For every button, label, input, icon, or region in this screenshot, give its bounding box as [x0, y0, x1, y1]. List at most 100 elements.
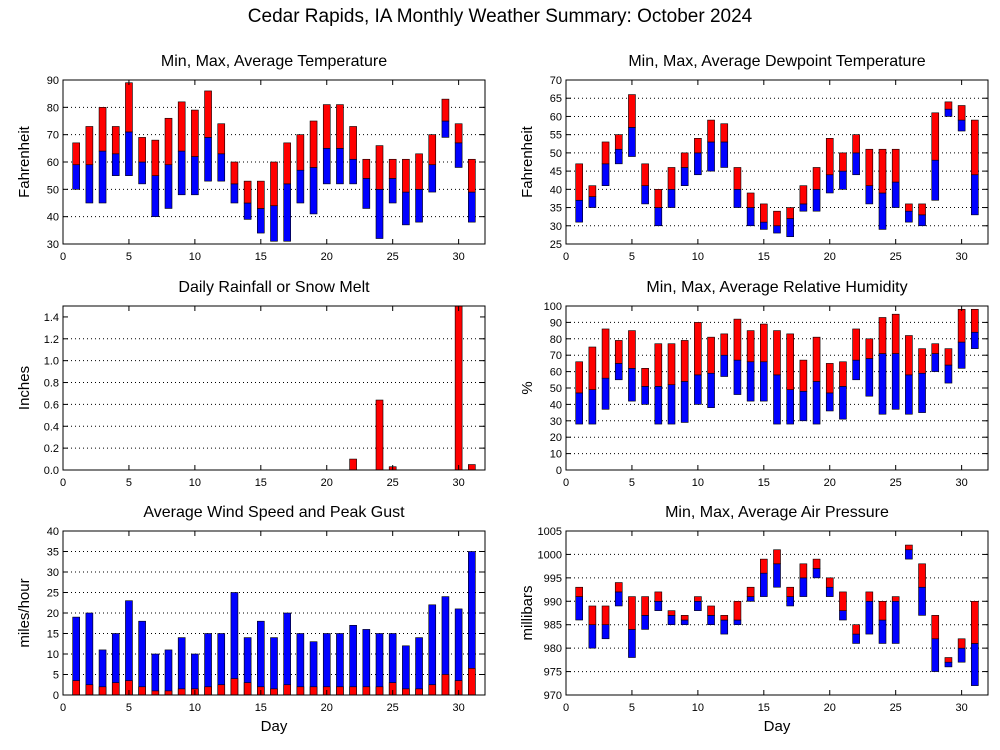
x-tick-label: 5 [629, 702, 635, 714]
bar-low-segment [588, 196, 597, 208]
wind-speed-bar [177, 688, 186, 696]
x-tick-label: 0 [563, 251, 569, 263]
bar-high-segment [971, 600, 979, 644]
y-tick-label: 1005 [538, 526, 562, 538]
bar-low-segment [309, 167, 318, 215]
gust-bar [151, 653, 160, 696]
x-tick-label: 25 [890, 477, 902, 489]
y-tick-label: 40 [47, 212, 59, 224]
wind-speed-bar [309, 686, 318, 696]
bar-high-segment [786, 586, 794, 597]
y-tick-label: 1.4 [44, 312, 59, 324]
gust-bar [204, 633, 212, 696]
wind-speed-bar [111, 682, 120, 696]
y-tick-label: 50 [550, 383, 562, 395]
y-tick-label: 70 [550, 75, 562, 87]
bar-low-segment [349, 158, 357, 185]
bar-low-segment [575, 392, 583, 425]
x-tick-label: 5 [629, 251, 635, 263]
y-tick-label: 90 [47, 75, 59, 87]
x-tick-label: 20 [824, 251, 836, 263]
bar-high-segment [825, 363, 834, 394]
bar-low-segment [839, 386, 847, 420]
bar-low-segment [575, 199, 583, 223]
bar-low-segment [931, 638, 940, 672]
y-tick-label: 1.2 [44, 334, 59, 346]
x-tick-label: 0 [563, 477, 569, 489]
bar-high-segment [931, 112, 940, 161]
bar-low-segment [720, 619, 729, 635]
bar-low-segment [654, 207, 663, 227]
bar-low-segment [336, 148, 344, 185]
x-tick-label: 20 [824, 702, 836, 714]
bar-high-segment [283, 142, 291, 185]
bar-high-segment [375, 145, 384, 190]
bar-high-segment [957, 308, 966, 343]
bar-high-segment [905, 203, 913, 212]
x-tick-label: 10 [189, 702, 201, 714]
bar-low-segment [720, 354, 729, 377]
bar-low-segment [454, 142, 463, 168]
wind-speed-bar [349, 686, 357, 696]
bar-high-segment [204, 90, 212, 138]
y-tick-label: 60 [47, 157, 59, 169]
bar-high-segment [680, 615, 689, 621]
bar-low-segment [825, 392, 834, 412]
y-tick-label: 15 [47, 629, 59, 641]
y-tick-label: 100 [544, 301, 562, 313]
y-axis-label: Inches [16, 366, 33, 410]
wind-speed-bar [362, 686, 371, 696]
y-tick-label: 0 [53, 690, 59, 702]
bar-low-segment [641, 615, 649, 630]
bar-low-segment [825, 174, 834, 194]
bar-high-segment [799, 359, 808, 392]
y-tick-label: 990 [544, 596, 562, 608]
bar-high-segment [786, 333, 794, 390]
bar-low-segment [918, 214, 926, 227]
x-tick-label: 15 [255, 702, 267, 714]
bar-high-segment [760, 203, 768, 223]
bar-low-segment [614, 363, 623, 381]
bar-high-segment [971, 308, 979, 333]
y-tick-label: 35 [550, 203, 562, 215]
bar-high-segment [680, 152, 689, 168]
bar-low-segment [641, 386, 649, 405]
bar-high-segment [628, 596, 636, 630]
bar-high-segment [230, 161, 239, 185]
x-tick-label: 0 [60, 251, 66, 263]
bar-high-segment [177, 101, 186, 152]
x-tick-label: 30 [453, 702, 465, 714]
bar-low-segment [918, 372, 926, 413]
bar-low-segment [905, 374, 913, 415]
bar-high-segment [601, 605, 610, 626]
bar-low-segment [415, 189, 423, 223]
bar-low-segment [944, 364, 953, 384]
x-tick-label: 5 [126, 702, 132, 714]
bar-low-segment [362, 178, 371, 209]
bar-high-segment [825, 138, 834, 176]
bar-low-segment [614, 591, 623, 607]
bar-high-segment [957, 105, 966, 121]
bar-low-segment [825, 586, 834, 597]
bar-low-segment [931, 353, 940, 372]
y-tick-label: 1.0 [44, 356, 59, 368]
bar-low-segment [773, 225, 781, 234]
chart-title: Min, Max, Average Air Pressure [665, 504, 889, 521]
bar-low-segment [852, 633, 860, 644]
bar-low-segment [164, 164, 173, 209]
bar-low-segment [98, 150, 107, 204]
bar-high-segment [588, 346, 597, 390]
bar-low-segment [944, 661, 953, 668]
wind-speed-bar [415, 688, 423, 696]
bar-low-segment [957, 119, 966, 132]
rainfall-panel: Daily Rainfall or Snow Melt 0.0 0.2 0.4 0.6 0… [16, 279, 486, 489]
bar-low-segment [72, 164, 80, 190]
y-tick-label: 40 [47, 526, 59, 538]
bar-low-segment [707, 615, 715, 626]
bar-low-segment [905, 549, 913, 560]
bar-low-segment [733, 619, 742, 626]
bar-high-segment [931, 615, 940, 640]
bar-high-segment [164, 117, 173, 166]
bar-low-segment [402, 191, 410, 226]
bar-high-segment [905, 335, 913, 376]
